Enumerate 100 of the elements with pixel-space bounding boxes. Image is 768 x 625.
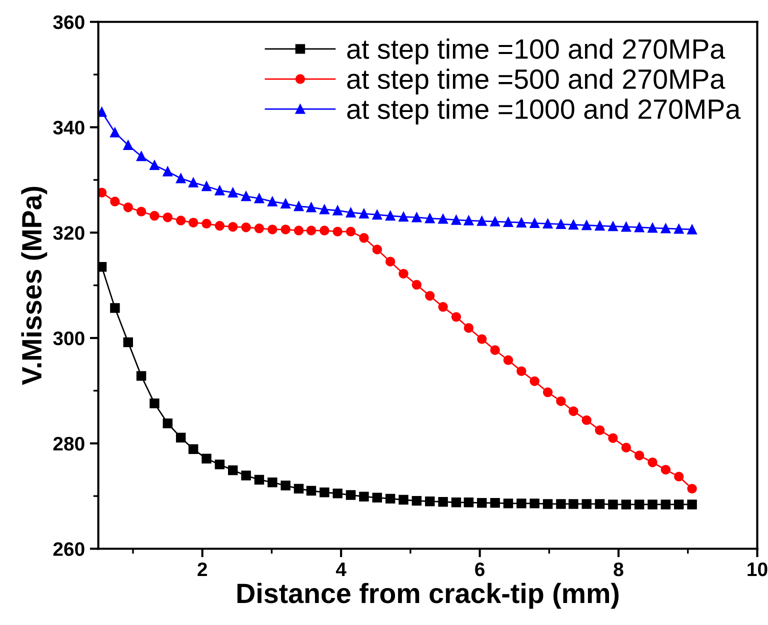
legend-label: at step time =100 and 270MPa <box>347 38 726 64</box>
point <box>490 345 500 355</box>
point <box>674 224 684 234</box>
point <box>123 202 133 212</box>
point <box>568 499 578 509</box>
point <box>608 433 618 443</box>
y-tick-label: 320 <box>53 226 84 240</box>
point <box>359 233 369 243</box>
point <box>346 226 356 236</box>
point <box>398 212 408 222</box>
point <box>306 226 316 236</box>
point <box>320 488 330 498</box>
point <box>490 498 500 508</box>
x-axis-title: Distance from crack-tip (mm) <box>237 582 619 609</box>
point <box>530 376 540 386</box>
point <box>621 500 632 510</box>
point <box>424 496 435 506</box>
point <box>162 418 173 428</box>
point <box>451 498 462 508</box>
point <box>110 128 120 138</box>
point <box>648 457 658 468</box>
point <box>594 425 605 436</box>
point <box>503 498 514 508</box>
point <box>123 337 133 348</box>
point <box>530 498 540 508</box>
point <box>398 268 408 279</box>
point <box>188 178 198 188</box>
point <box>634 222 644 232</box>
point <box>582 415 592 426</box>
point <box>241 191 251 202</box>
point <box>228 222 238 232</box>
point <box>451 215 462 225</box>
point <box>110 196 120 206</box>
y-tick-label: 260 <box>53 542 84 556</box>
point <box>634 500 644 510</box>
point <box>306 202 316 212</box>
point <box>582 499 592 509</box>
point <box>621 442 632 452</box>
point <box>556 219 566 230</box>
point <box>359 208 369 219</box>
point <box>294 484 304 494</box>
point <box>332 206 342 216</box>
point <box>241 470 251 480</box>
point <box>477 498 487 508</box>
point <box>687 484 697 494</box>
point <box>464 498 474 508</box>
point <box>516 366 526 376</box>
point <box>202 181 212 192</box>
point <box>332 488 342 498</box>
x-tick-label: 8 <box>614 562 624 576</box>
x-tick-label: 2 <box>198 562 207 576</box>
point <box>346 208 356 218</box>
point <box>660 464 671 475</box>
point <box>372 492 382 503</box>
point <box>385 494 396 504</box>
point <box>594 499 605 509</box>
point <box>608 221 618 232</box>
point <box>412 280 422 290</box>
point <box>594 220 605 231</box>
point <box>568 406 578 416</box>
point <box>214 220 225 231</box>
legend-label: at step time =1000 and 270MPa <box>347 98 741 125</box>
point <box>98 107 107 117</box>
legend-label: at step time =500 and 270MPa <box>347 68 726 94</box>
point <box>542 387 553 398</box>
point <box>477 334 487 344</box>
y-tick-label: 340 <box>53 120 84 135</box>
point <box>294 201 304 212</box>
point <box>268 478 278 488</box>
point <box>268 196 278 206</box>
point <box>176 432 186 442</box>
point <box>176 216 186 226</box>
point <box>674 500 684 510</box>
point <box>438 214 448 224</box>
point <box>150 160 160 170</box>
point <box>516 498 526 508</box>
point <box>98 188 107 198</box>
y-tick-label: 360 <box>53 15 84 30</box>
point <box>634 450 644 460</box>
point <box>530 218 540 228</box>
point <box>568 220 578 230</box>
point <box>648 500 658 510</box>
point <box>123 140 133 150</box>
point <box>556 396 566 406</box>
point <box>280 224 290 234</box>
point <box>188 218 198 228</box>
point <box>516 218 526 228</box>
point <box>254 194 264 204</box>
point <box>385 210 396 221</box>
point <box>332 226 342 236</box>
point <box>280 198 290 209</box>
point <box>320 226 330 236</box>
point <box>136 371 146 381</box>
point <box>648 223 658 233</box>
x-tick-label: 6 <box>475 562 485 576</box>
point <box>687 500 697 510</box>
point <box>188 444 198 454</box>
point <box>136 206 146 216</box>
point <box>294 226 304 236</box>
point <box>542 218 553 229</box>
